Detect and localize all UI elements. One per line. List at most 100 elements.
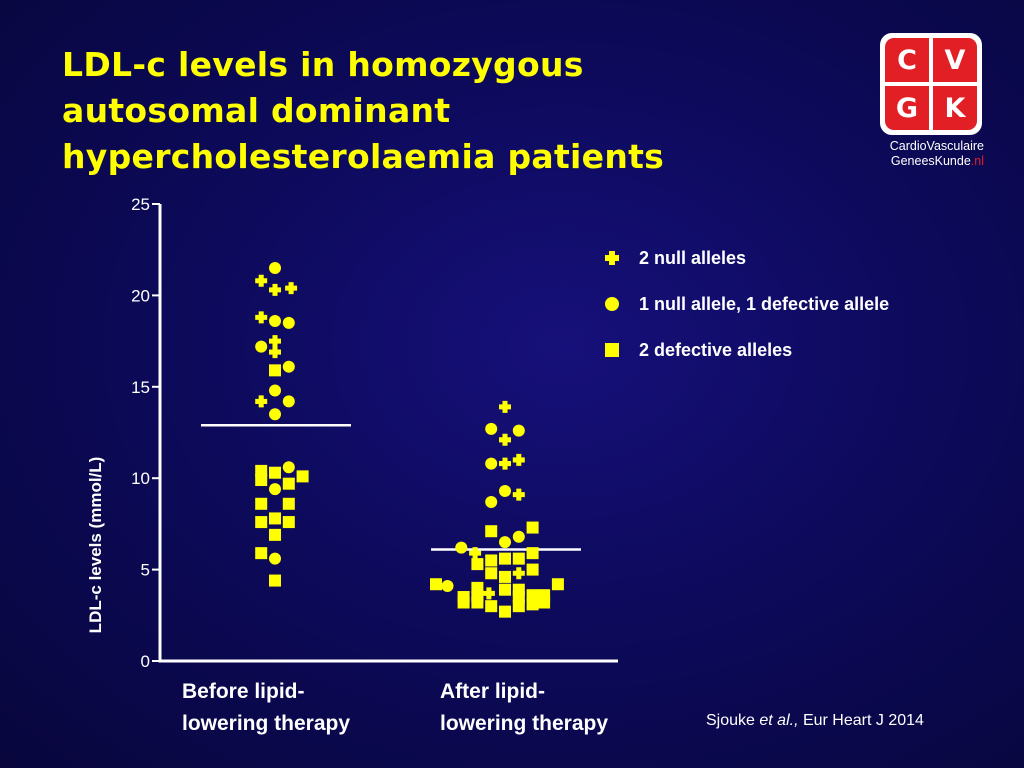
- data-point-circle: [485, 422, 498, 435]
- data-point-cross: [469, 547, 482, 560]
- x-category-label: After lipid-: [440, 680, 545, 703]
- x-category-label: Before lipid-: [182, 680, 305, 703]
- data-point-square: [282, 516, 295, 529]
- data-point-circle: [512, 424, 525, 437]
- data-point-square: [499, 552, 511, 565]
- slide-title-line: autosomal dominant: [62, 91, 451, 130]
- data-point-cross: [269, 283, 281, 296]
- cvgk-logo: C V G K CardioVasculaire GeneesKunde.nl: [878, 33, 984, 168]
- data-point-square: [526, 598, 539, 611]
- data-point-circle: [282, 316, 295, 329]
- chart-legend: 2 null alleles 1 null allele, 1 defective…: [605, 248, 889, 360]
- logo-letter-k: K: [933, 86, 977, 130]
- data-point-square: [457, 596, 470, 609]
- data-point-square: [485, 600, 498, 613]
- logo-letter-c: C: [885, 38, 929, 82]
- data-point-square: [269, 512, 281, 525]
- data-point-cross: [482, 587, 495, 600]
- data-point-square: [526, 521, 539, 534]
- data-point-square: [269, 574, 281, 587]
- data-point-square: [296, 470, 309, 483]
- data-point-circle: [269, 552, 281, 565]
- data-point-square: [538, 596, 551, 609]
- data-point-circle: [512, 530, 525, 543]
- data-point-square: [255, 464, 268, 477]
- data-point-square: [526, 589, 539, 602]
- legend-label: 2 null alleles: [639, 248, 746, 268]
- chart-axes: [158, 204, 618, 663]
- data-point-square: [255, 547, 268, 560]
- data-point-circle: [282, 395, 295, 408]
- data-point-square: [499, 583, 511, 596]
- data-point-square: [512, 552, 525, 565]
- data-point-cross: [255, 274, 268, 287]
- data-point-circle: [441, 580, 454, 593]
- data-point-circle: [282, 360, 295, 373]
- slide-title: LDL-c levels in homozygous autosomal dom…: [62, 42, 822, 180]
- x-category-label: lowering therapy: [182, 712, 350, 735]
- logo-text-line1: CardioVasculaire: [889, 139, 984, 153]
- data-point-circle: [282, 461, 295, 474]
- logo-letter-v: V: [933, 38, 977, 82]
- legend-marker-circle: [605, 297, 619, 311]
- y-tick-label: 25: [131, 195, 150, 214]
- data-point-circle: [269, 314, 281, 327]
- data-point-circle: [455, 541, 468, 554]
- logo-text-main: GeneesKunde: [890, 154, 971, 168]
- data-point-circle: [269, 261, 281, 274]
- y-axis-label: LDL-c levels (mmol/L): [86, 457, 105, 634]
- data-point-square: [512, 591, 525, 604]
- median-lines: [201, 423, 581, 551]
- logo-grid: C V G K: [880, 33, 982, 135]
- data-point-square: [499, 605, 511, 618]
- data-point-circle: [499, 484, 511, 497]
- data-point-cross: [512, 453, 525, 466]
- legend-marker-cross: [605, 251, 619, 265]
- x-category-labels: Before lipid-lowering therapy After lipid…: [182, 680, 608, 735]
- data-point-square: [430, 578, 442, 591]
- data-point-square: [269, 466, 281, 479]
- logo-text-suffix: .nl: [970, 154, 984, 168]
- data-point-square: [269, 528, 281, 541]
- y-tick-label: 20: [131, 286, 150, 305]
- data-point-square: [551, 578, 564, 591]
- data-point-square: [526, 547, 539, 560]
- data-point-square: [471, 558, 484, 571]
- data-point-cross: [499, 457, 511, 470]
- data-point-cross: [499, 400, 511, 413]
- data-point-square: [512, 600, 525, 613]
- data-point-square: [485, 525, 498, 538]
- citation-authors: Sjouke: [706, 712, 755, 729]
- y-axis-ticks: 0 5 10 15 20 25: [131, 195, 160, 671]
- data-point-square: [255, 474, 268, 487]
- data-point-circle: [499, 536, 511, 549]
- y-tick-label: 15: [131, 378, 150, 397]
- legend-marker-square: [605, 343, 619, 357]
- data-point-circle: [269, 483, 281, 496]
- data-point-square: [471, 596, 484, 609]
- data-point-square: [526, 563, 539, 576]
- logo-letter-g: G: [885, 86, 929, 130]
- data-point-square: [269, 364, 281, 377]
- legend-label: 1 null allele, 1 defective allele: [639, 294, 889, 314]
- data-points: [255, 261, 564, 618]
- data-point-square: [282, 497, 295, 510]
- data-point-cross: [285, 282, 298, 295]
- citation-journal: Eur Heart J 2014: [798, 712, 924, 729]
- data-point-cross: [512, 488, 525, 501]
- y-tick-label: 10: [131, 469, 150, 488]
- citation: Sjouke et al., Eur Heart J 2014: [706, 712, 924, 730]
- x-category-label: lowering therapy: [440, 712, 608, 735]
- data-point-circle: [269, 408, 281, 421]
- data-point-cross: [255, 311, 268, 324]
- logo-text-line2: GeneesKunde.nl: [878, 154, 984, 169]
- data-point-cross: [269, 335, 281, 348]
- data-point-cross: [255, 395, 268, 408]
- data-point-cross: [269, 346, 281, 359]
- y-tick-label: 0: [141, 652, 150, 671]
- data-point-square: [485, 554, 498, 567]
- data-point-square: [499, 570, 511, 583]
- data-point-square: [485, 567, 498, 580]
- slide-title-line: hypercholesterolaemia patients: [62, 137, 665, 176]
